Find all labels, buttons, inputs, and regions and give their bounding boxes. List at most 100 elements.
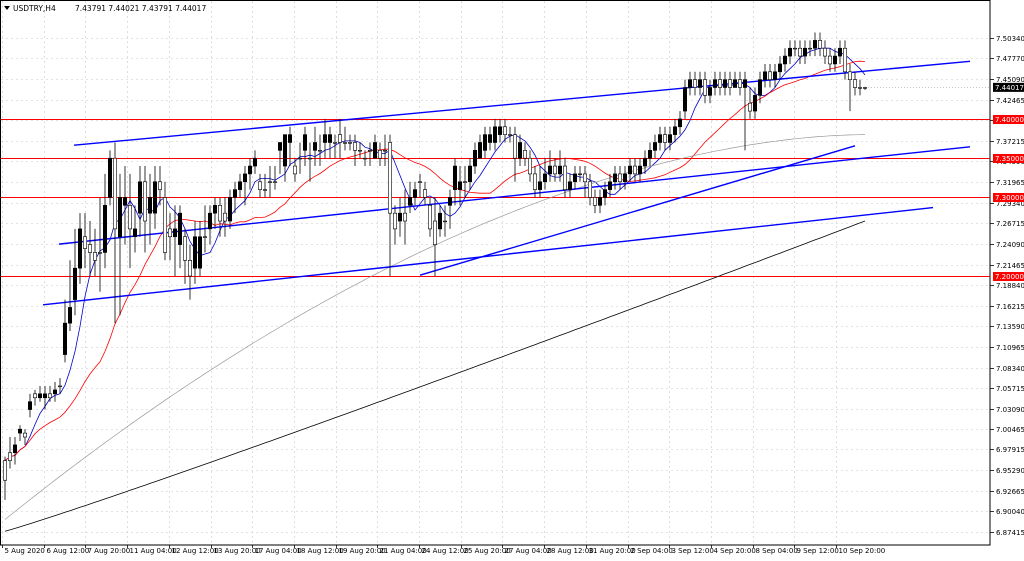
- candle-body: [757, 79, 762, 96]
- trend-line: [73, 60, 971, 146]
- current-price-tag: [993, 82, 1024, 92]
- current-price-label: 7.44017: [995, 84, 1024, 92]
- candle-body: [158, 181, 163, 190]
- candle-body: [862, 87, 867, 89]
- price-level-label: 7.30000: [995, 194, 1024, 202]
- x-tick-label: 5 Aug 2020: [5, 547, 45, 555]
- candle-body: [208, 212, 213, 230]
- candle-body: [657, 134, 662, 143]
- candle-body: [17, 428, 22, 434]
- candle-body: [507, 134, 512, 136]
- y-tick-label: 6.90040: [996, 508, 1024, 516]
- candle-body: [797, 47, 802, 57]
- candle-body: [527, 157, 532, 175]
- candle-body: [292, 165, 297, 175]
- price-level-tag: [993, 272, 1024, 281]
- candle-body: [462, 181, 467, 183]
- candle-body: [382, 150, 387, 152]
- trend-line: [419, 145, 856, 276]
- candle-body: [362, 157, 367, 160]
- candle-body: [427, 205, 432, 230]
- candle-body: [567, 181, 572, 190]
- candle-body: [582, 173, 587, 183]
- candle-body: [852, 79, 857, 88]
- candle-body: [128, 205, 133, 230]
- ma-long-line: [4, 220, 866, 532]
- candle-body: [647, 150, 652, 159]
- candle-body: [857, 87, 862, 89]
- candles: [2, 32, 867, 500]
- candle-body: [642, 157, 647, 167]
- candle-body: [32, 393, 37, 399]
- ohlc-values: 7.43791 7.44021 7.43791 7.44017: [75, 4, 206, 13]
- y-tick-label: 6.92665: [996, 488, 1024, 496]
- candle-body: [782, 55, 787, 65]
- candle-body: [837, 47, 842, 57]
- menu-triangle-icon[interactable]: [4, 6, 10, 10]
- price-level-tag: [993, 115, 1024, 124]
- candle-body: [762, 71, 767, 80]
- candle-body: [342, 142, 347, 144]
- candle-body: [662, 134, 667, 143]
- plot-frame: [0, 0, 991, 546]
- candle-body: [537, 181, 542, 190]
- price-level-label: 7.20000: [995, 273, 1024, 281]
- candle-body: [2, 460, 8, 481]
- candle-body: [257, 181, 262, 190]
- candle-body: [118, 197, 123, 238]
- candle-body: [103, 205, 108, 253]
- candle-body: [8, 452, 13, 461]
- grid: [0, 0, 991, 546]
- candle-body: [707, 87, 712, 96]
- x-tick-label: 12 Aug 12:00: [172, 547, 219, 555]
- candle-body: [123, 197, 128, 206]
- candle-body: [322, 134, 327, 143]
- candle-body: [672, 126, 677, 135]
- candle-body: [73, 267, 78, 300]
- y-tick-label: 7.13590: [996, 323, 1024, 331]
- candle-body: [697, 79, 702, 88]
- candle-body: [732, 79, 737, 88]
- candle-body: [52, 389, 57, 395]
- trend-channels: [42, 60, 971, 306]
- candle-body: [597, 197, 602, 206]
- y-tick-label: 6.97915: [996, 446, 1024, 454]
- candle-body: [777, 63, 782, 73]
- candle-body: [737, 79, 742, 88]
- x-tick-label: 8 Sep 04:00: [756, 547, 798, 555]
- candle-body: [392, 212, 397, 230]
- y-tick-label: 7.42465: [996, 97, 1024, 105]
- candle-body: [557, 165, 562, 175]
- candle-body: [88, 244, 93, 253]
- x-tick-label: 21 Aug 04:00: [380, 547, 427, 555]
- candle-body: [287, 134, 292, 143]
- y-tick-label: 6.95290: [996, 467, 1024, 475]
- candle-body: [807, 47, 812, 50]
- x-tick-label: 4 Sep 20:00: [714, 547, 756, 555]
- candle-body: [367, 150, 372, 152]
- candle-body: [113, 157, 118, 230]
- candle-body: [637, 165, 642, 175]
- y-tick-label: 7.24090: [996, 241, 1024, 249]
- candle-body: [497, 126, 502, 135]
- candle-body: [437, 212, 442, 230]
- candle-body: [282, 134, 287, 167]
- candle-body: [68, 307, 73, 324]
- symbol-timeframe: USDTRY,H4: [13, 4, 56, 13]
- candle-body: [143, 181, 148, 222]
- candle-body: [272, 181, 277, 183]
- candle-body: [692, 79, 697, 88]
- time-axis: 5 Aug 2020 6 Aug 12:007 Aug 20:00 11 Aug 0…: [2, 545, 885, 555]
- candle-body: [467, 165, 472, 183]
- candle-body: [717, 79, 722, 88]
- y-tick-label: 7.03090: [996, 406, 1024, 414]
- candle-body: [168, 228, 173, 238]
- candle-body: [752, 95, 757, 112]
- candle-body: [83, 236, 88, 249]
- candle-body: [13, 444, 18, 454]
- y-tick-label: 7.50340: [996, 35, 1024, 43]
- candle-body: [198, 236, 203, 269]
- x-tick-label: 27 Aug 04:00: [505, 547, 552, 555]
- y-tick-label: 7.05715: [996, 385, 1024, 393]
- candle-body: [592, 197, 597, 206]
